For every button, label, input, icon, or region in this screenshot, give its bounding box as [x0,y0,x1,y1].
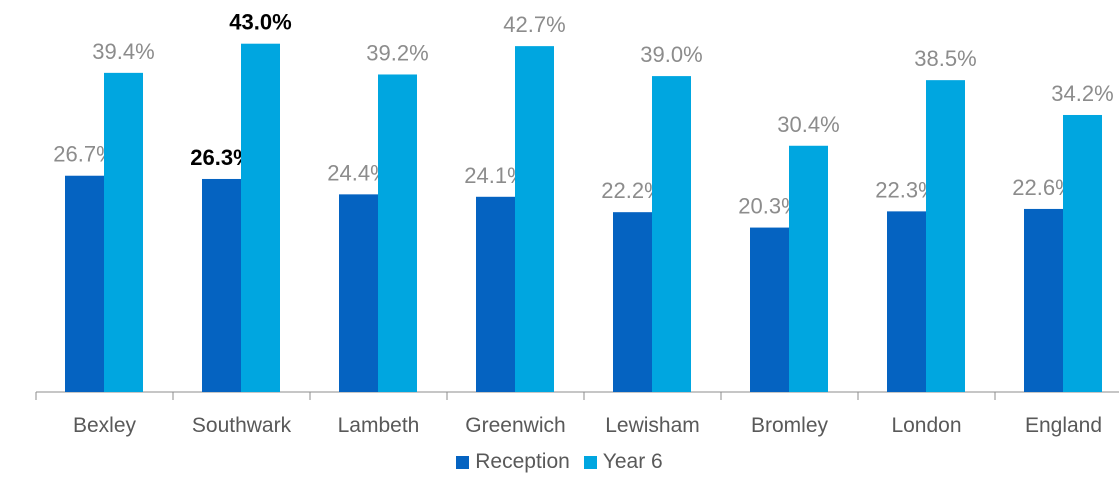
legend: Reception Year 6 [0,450,1119,474]
x-tick-label: London [891,414,961,437]
bar-reception [613,212,652,392]
bar-reception [339,194,378,392]
bar-year6 [104,72,143,393]
legend-swatch-reception [456,455,470,469]
x-tick-label: Lewisham [605,414,700,437]
bar-year6 [789,145,828,392]
bar-reception [476,196,515,392]
bar-year6 [926,80,965,393]
bar-reception [202,178,241,392]
legend-item-reception: Reception [456,450,570,474]
bar-year6 [515,46,554,392]
data-label: 34.2% [1051,81,1113,106]
data-label: 39.4% [92,39,154,64]
bar-reception [887,211,926,392]
data-label: 42.7% [503,12,565,37]
x-tick-label: Lambeth [338,414,420,437]
legend-label-year6: Year 6 [602,450,663,473]
bar-year6 [652,76,691,392]
legend-label-reception: Reception [475,450,570,473]
data-label: 43.0% [229,10,291,35]
x-tick-label: England [1025,414,1102,437]
data-label: 30.4% [777,112,839,137]
bar-year6 [241,43,280,392]
bar-reception [750,227,789,392]
data-label: 39.0% [640,42,702,67]
x-tick-label: Bexley [73,414,137,437]
x-tick-label: Bromley [751,414,829,437]
legend-swatch-year6 [583,455,597,469]
x-tick-label: Southwark [192,414,292,437]
bar-reception [65,175,104,392]
bar-year6 [378,74,417,392]
data-label: 39.2% [366,40,428,65]
bar-reception [1024,208,1063,392]
legend-item-year6: Year 6 [583,450,663,474]
bar-year6 [1063,114,1102,392]
data-label: 38.5% [914,46,976,71]
x-tick-label: Greenwich [465,414,565,437]
